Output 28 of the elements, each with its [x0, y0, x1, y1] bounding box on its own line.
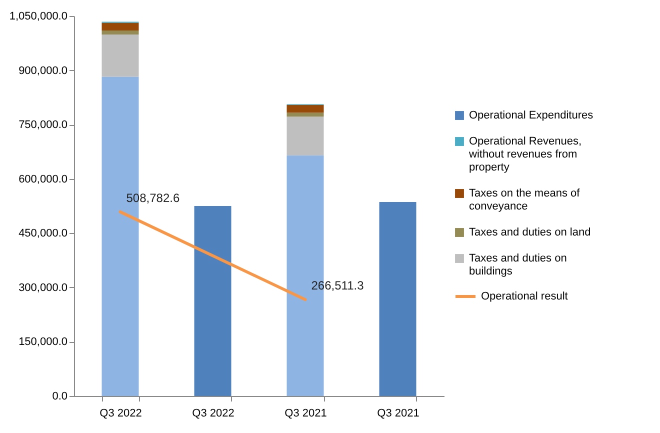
legend-label: Operational result [481, 290, 568, 302]
bar [102, 30, 139, 34]
legend-label: Operational Revenues, without revenues from property [468, 136, 582, 174]
data-label: 266,511.3 [311, 278, 364, 293]
x-tick-label: Q3 2021 [377, 408, 420, 420]
bar [286, 116, 324, 156]
x-tick-label: Q3 2022 [192, 408, 234, 420]
x-tick-label: Q3 2021 [284, 408, 327, 420]
y-tick-label: 600,000.0 [18, 173, 68, 186]
legend-label: Taxes on the means of conveyance [469, 188, 581, 212]
bar [102, 34, 139, 77]
y-tick-label: 450,000.0 [18, 228, 68, 240]
data-label: 508,782.6 [126, 190, 180, 205]
y-tick-label: 1,050,000.0 [9, 10, 68, 22]
y-tick-label: 150,000.0 [18, 336, 68, 348]
y-tick-label: 750,000.0 [18, 119, 68, 132]
bar [194, 206, 232, 396]
bar [102, 22, 139, 30]
bar [286, 112, 324, 117]
legend-label: Operational Expenditures [469, 110, 594, 122]
bar [286, 105, 324, 113]
bar [379, 202, 416, 396]
legend-label: Taxes and duties on buildings [469, 252, 567, 278]
y-tick-label: 900,000.0 [18, 64, 68, 77]
y-tick-label: 300,000.0 [18, 282, 68, 294]
y-tick-label: 0.0 [52, 390, 68, 402]
x-tick-label: Q3 2022 [100, 408, 142, 420]
legend-label: Taxes and duties on land [469, 226, 591, 238]
